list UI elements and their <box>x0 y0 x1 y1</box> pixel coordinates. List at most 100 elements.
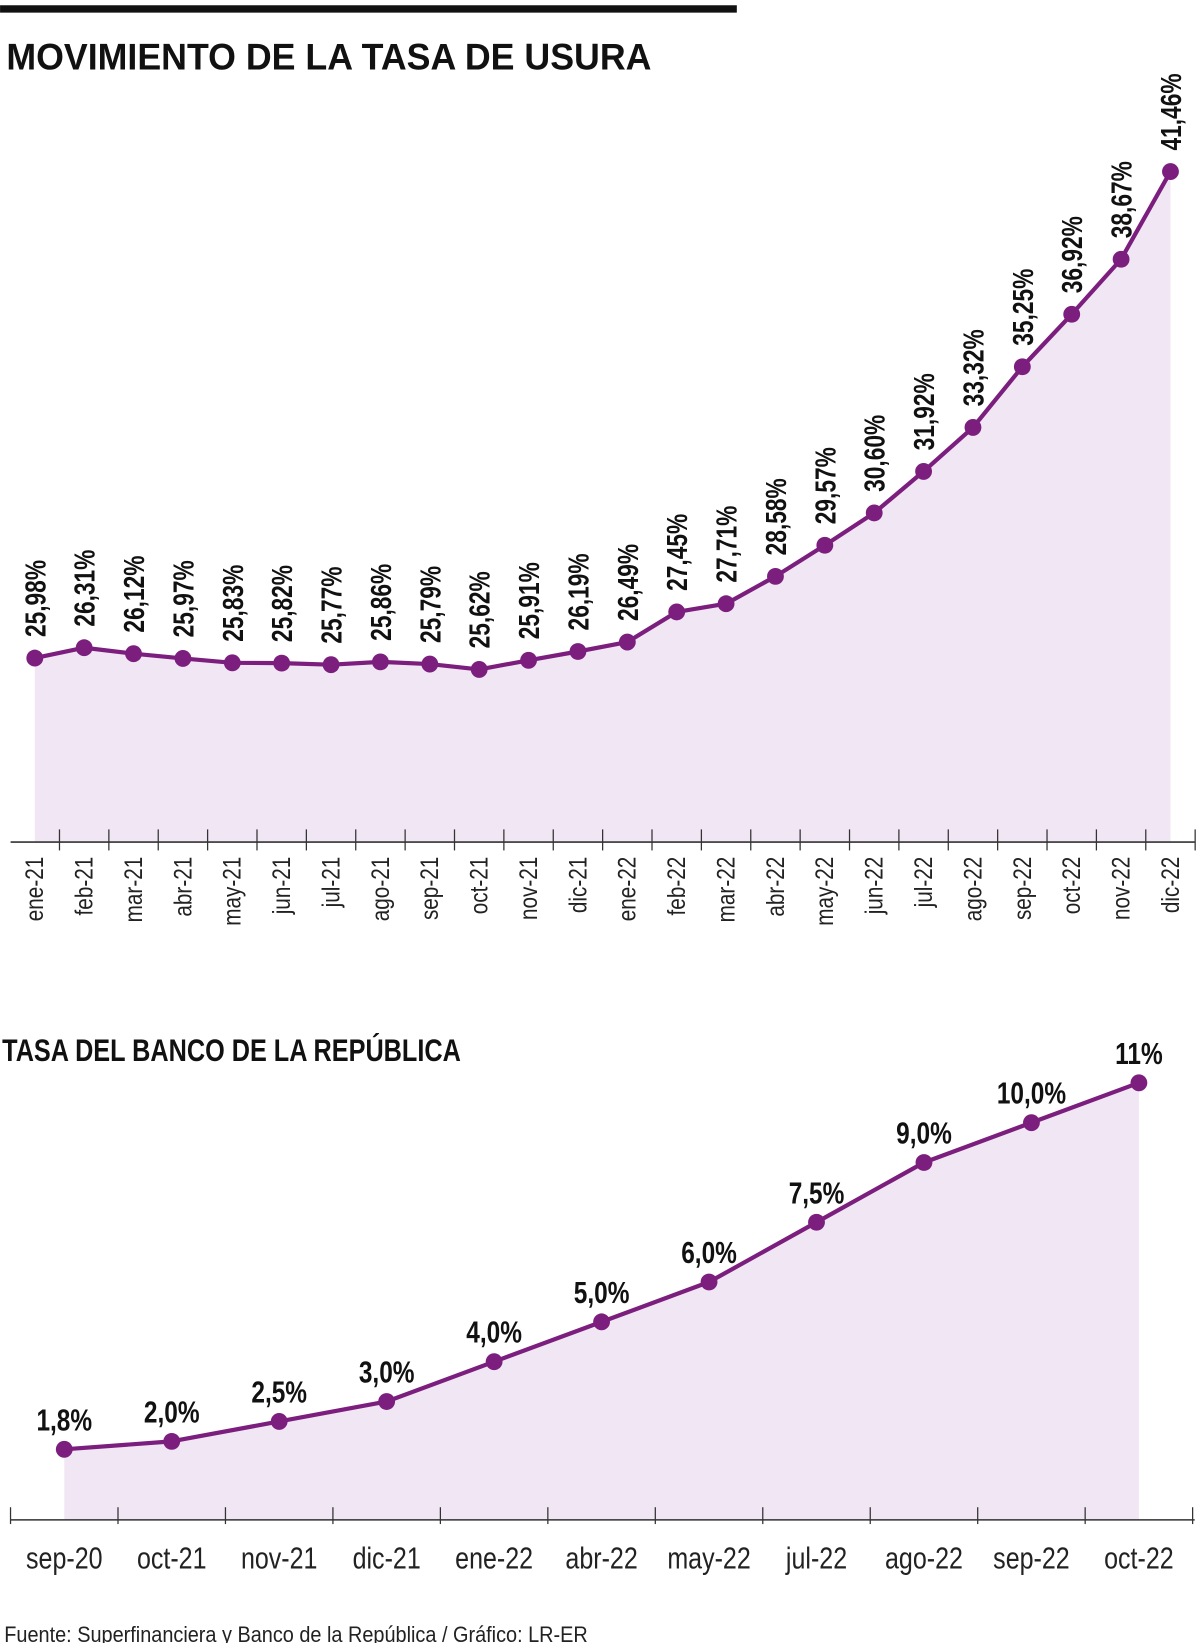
data-label: 10,0% <box>997 1076 1066 1110</box>
data-point <box>485 1353 503 1371</box>
data-label: 26,19% <box>564 553 595 630</box>
data-label: 3,0% <box>359 1355 415 1389</box>
x-tick-label: ene-22 <box>613 857 641 921</box>
data-point <box>1130 1074 1148 1092</box>
data-label: 29,57% <box>811 447 842 524</box>
x-tick-label: abr-21 <box>168 857 196 917</box>
data-label: 27,71% <box>712 505 743 582</box>
data-point <box>1162 163 1179 181</box>
data-label: 25,77% <box>317 566 348 643</box>
data-point <box>808 1213 825 1231</box>
x-tick-label: mar-21 <box>119 857 147 923</box>
area-fill <box>34 171 1171 843</box>
data-label: 25,91% <box>515 562 546 639</box>
data-label: 28,58% <box>762 478 793 555</box>
data-label: 31,92% <box>910 373 941 450</box>
x-tick-label: abr-22 <box>565 1541 637 1575</box>
area-fill <box>64 1082 1139 1520</box>
data-point <box>421 655 439 673</box>
data-point <box>915 1154 933 1171</box>
x-tick-label: oct-22 <box>1104 1541 1174 1575</box>
x-tick-label: jun-22 <box>860 857 888 915</box>
x-tick-label: may-21 <box>218 857 246 926</box>
x-tick-label: sep-21 <box>415 857 443 920</box>
data-label: 36,92% <box>1058 216 1089 293</box>
x-tick-label: oct-22 <box>1057 857 1085 915</box>
data-point <box>378 1393 396 1410</box>
data-label: 4,0% <box>466 1315 522 1349</box>
data-label: 25,98% <box>21 560 52 637</box>
data-point <box>865 504 883 522</box>
data-label: 25,62% <box>465 571 496 648</box>
data-point <box>273 654 291 672</box>
x-tick-label: ene-21 <box>20 857 48 921</box>
chart2: 1,8% sep-20 2,0% oct-21 2,5% nov-21 3,0% dic-21… <box>9 1036 1195 1575</box>
x-tick-label: nov-21 <box>514 857 542 920</box>
data-point <box>1112 250 1130 268</box>
data-point <box>470 660 488 678</box>
x-tick-label: oct-21 <box>465 857 493 915</box>
data-point <box>915 462 933 480</box>
x-tick-label: sep-20 <box>26 1541 103 1575</box>
source-note: Fuente: Superfinanciera y Banco de la Re… <box>4 1623 588 1643</box>
data-label: 9,0% <box>896 1116 952 1150</box>
data-point <box>75 639 93 657</box>
data-label: 25,83% <box>219 565 250 642</box>
x-tick-label: jul-22 <box>909 857 937 909</box>
data-point <box>964 418 982 436</box>
x-tick-label: oct-21 <box>137 1541 207 1575</box>
data-label: 33,32% <box>959 329 990 406</box>
chart1: 25,98% ene-21 26,31% feb-21 26,12% mar-21 25,9… <box>10 73 1196 926</box>
data-point <box>520 651 537 669</box>
data-label: 25,97% <box>169 560 200 637</box>
data-label: 27,45% <box>663 514 694 591</box>
x-tick-label: may-22 <box>810 857 838 926</box>
data-point <box>1013 358 1031 376</box>
data-point <box>223 654 241 672</box>
data-point <box>593 1313 610 1331</box>
data-label: 5,0% <box>574 1275 630 1309</box>
data-label: 25,82% <box>268 565 299 642</box>
data-label: 26,49% <box>614 544 645 621</box>
data-label: 1,8% <box>36 1403 92 1437</box>
x-tick-label: jul-21 <box>317 857 345 909</box>
data-point <box>569 643 587 660</box>
x-tick-label: nov-22 <box>1107 857 1135 920</box>
x-tick-label: dic-21 <box>353 1541 421 1575</box>
data-label: 11% <box>1115 1036 1162 1070</box>
data-point <box>767 567 784 585</box>
data-label: 6,0% <box>681 1235 737 1269</box>
data-point <box>26 649 44 667</box>
x-tick-label: ago-22 <box>885 1541 963 1575</box>
data-point <box>668 603 686 621</box>
x-tick-label: feb-22 <box>662 857 690 916</box>
data-label: 2,0% <box>144 1395 200 1429</box>
data-label: 25,79% <box>416 566 447 643</box>
data-point <box>816 536 834 554</box>
data-point <box>55 1440 73 1458</box>
x-tick-label: sep-22 <box>1008 857 1036 920</box>
data-label: 2,5% <box>251 1375 307 1409</box>
data-label: 35,25% <box>1009 269 1040 346</box>
data-point <box>174 649 192 667</box>
data-label: 38,67% <box>1107 161 1138 238</box>
data-point <box>322 656 340 674</box>
x-tick-label: nov-21 <box>241 1541 318 1575</box>
data-point <box>700 1273 718 1291</box>
x-tick-label: ago-22 <box>958 857 986 921</box>
data-label: 26,31% <box>70 549 101 626</box>
x-tick-label: jun-21 <box>267 857 295 915</box>
data-point <box>717 595 735 613</box>
x-tick-label: abr-22 <box>761 857 789 917</box>
x-tick-label: dic-22 <box>1156 857 1184 913</box>
data-point <box>270 1413 288 1430</box>
x-tick-label: feb-21 <box>70 857 98 916</box>
top-rule <box>0 5 737 13</box>
data-label: 25,86% <box>367 564 398 641</box>
data-point <box>163 1432 181 1450</box>
data-point <box>372 653 389 671</box>
x-tick-label: dic-21 <box>563 857 591 913</box>
data-point <box>1023 1114 1040 1132</box>
x-tick-label: mar-22 <box>712 857 740 923</box>
